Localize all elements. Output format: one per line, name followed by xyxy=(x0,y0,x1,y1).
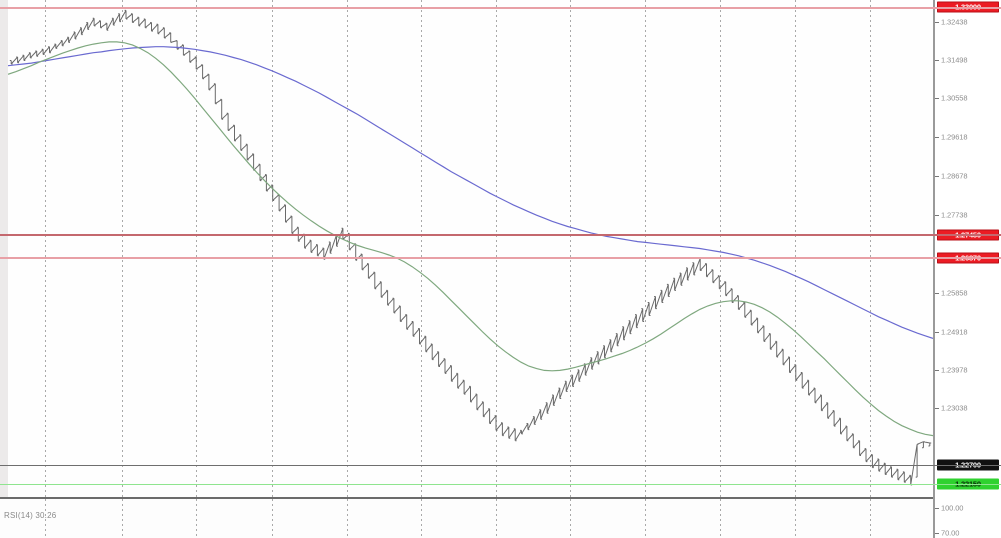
moving-average-fast-line xyxy=(8,41,933,437)
gridline-vertical-4 xyxy=(347,499,348,538)
gridline-vertical-2 xyxy=(196,499,197,538)
axis-tick-3 xyxy=(935,137,939,138)
axis-tick-11 xyxy=(935,533,939,534)
axis-label-9: 1.23038 xyxy=(941,403,968,413)
axis-label-7: 1.24918 xyxy=(941,327,968,337)
axis-label-8: 1.23978 xyxy=(941,365,968,375)
axis-label-6: 1.25858 xyxy=(941,288,968,298)
gridline-vertical-9 xyxy=(720,0,721,497)
gridline-vertical-8 xyxy=(645,499,646,538)
level-line-current-price xyxy=(0,465,1001,466)
axis-tick-1 xyxy=(935,60,939,61)
gridline-vertical-1 xyxy=(122,499,123,538)
gridline-vertical-7 xyxy=(570,499,571,538)
axis-label-11: 70.00 xyxy=(941,528,960,538)
gridline-vertical-1 xyxy=(122,0,123,497)
price-series-canvas xyxy=(8,9,933,486)
axis-label-3: 1.29618 xyxy=(941,132,968,142)
axis-tick-0 xyxy=(935,22,939,23)
level-line-lower-resistance xyxy=(0,257,1001,259)
price-axis[interactable]: 1.32438 1.31498 1.30558 1.29618 1.28678 1.277… xyxy=(933,0,1001,538)
price-bars xyxy=(9,9,932,486)
price-chart-pane[interactable] xyxy=(8,0,933,497)
axis-tick-5 xyxy=(935,215,939,216)
axis-label-0: 1.32438 xyxy=(941,17,968,27)
axis-tick-2 xyxy=(935,98,939,99)
gridline-vertical-9 xyxy=(720,499,721,538)
gridline-vertical-10 xyxy=(795,499,796,538)
gridline-vertical-8 xyxy=(645,0,646,497)
level-line-upper-resistance xyxy=(0,7,1001,9)
gridline-vertical-10 xyxy=(795,0,796,497)
gridline-vertical-4 xyxy=(347,0,348,497)
axis-tick-10 xyxy=(935,508,939,509)
gridline-vertical-11 xyxy=(870,499,871,538)
axis-tick-8 xyxy=(935,370,939,371)
axis-label-2: 1.30558 xyxy=(941,93,968,103)
moving-average-slow-line xyxy=(8,46,933,339)
axis-label-1: 1.31498 xyxy=(941,55,968,65)
gridline-vertical-0 xyxy=(45,499,46,538)
rsi-indicator-pane[interactable]: RSI(14) 30.26 xyxy=(0,497,933,538)
gridline-vertical-11 xyxy=(870,0,871,497)
axis-tick-7 xyxy=(935,332,939,333)
level-line-support xyxy=(0,484,1001,485)
axis-tick-6 xyxy=(935,293,939,294)
gridline-vertical-6 xyxy=(496,0,497,497)
gridline-vertical-5 xyxy=(421,499,422,538)
gridline-vertical-5 xyxy=(421,0,422,497)
gridline-vertical-6 xyxy=(496,499,497,538)
axis-tick-4 xyxy=(935,176,939,177)
gridline-vertical-0 xyxy=(45,0,46,497)
axis-label-4: 1.28678 xyxy=(941,171,968,181)
rsi-indicator-label: RSI(14) 30.26 xyxy=(4,511,57,520)
gridline-vertical-7 xyxy=(570,0,571,497)
gridline-vertical-2 xyxy=(196,0,197,497)
level-line-mid-resistance xyxy=(0,234,1001,236)
gridline-vertical-3 xyxy=(272,499,273,538)
gridline-vertical-3 xyxy=(272,0,273,497)
axis-label-10: 100.00 xyxy=(941,503,964,513)
axis-tick-9 xyxy=(935,408,939,409)
axis-label-5: 1.27738 xyxy=(941,210,968,220)
